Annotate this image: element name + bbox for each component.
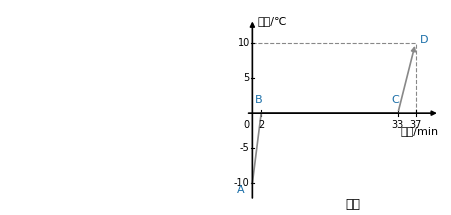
Text: 33: 33 bbox=[392, 120, 404, 130]
Text: -5: -5 bbox=[240, 143, 250, 153]
Text: -10: -10 bbox=[234, 178, 250, 188]
Text: 温度/℃: 温度/℃ bbox=[258, 17, 287, 26]
Text: 时间/min: 时间/min bbox=[400, 126, 438, 136]
Text: 5: 5 bbox=[244, 73, 250, 83]
Text: D: D bbox=[420, 35, 428, 45]
Text: A: A bbox=[237, 185, 244, 195]
Text: 37: 37 bbox=[410, 120, 422, 130]
Text: 10: 10 bbox=[238, 38, 250, 48]
Text: B: B bbox=[255, 95, 263, 105]
Text: 图丙: 图丙 bbox=[345, 198, 360, 211]
Text: 0: 0 bbox=[244, 120, 250, 130]
Text: C: C bbox=[392, 95, 400, 105]
Text: 2: 2 bbox=[258, 120, 264, 130]
